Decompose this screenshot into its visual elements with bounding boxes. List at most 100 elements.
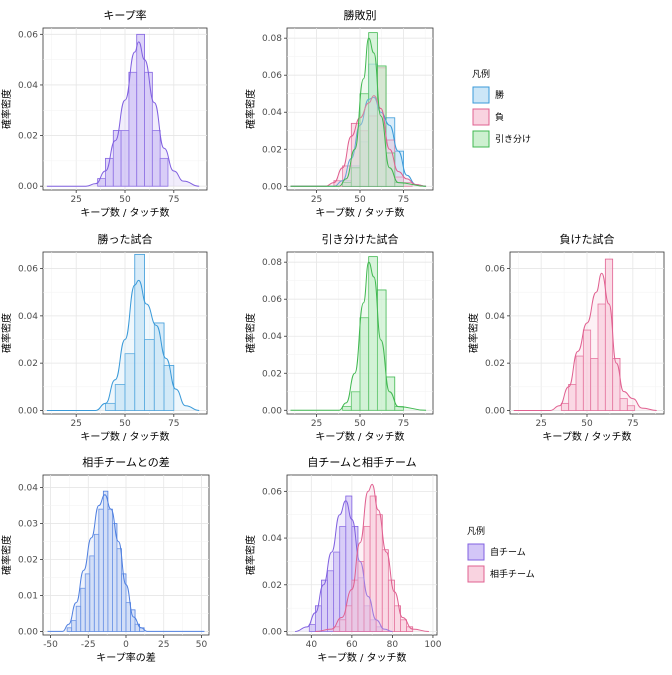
y-axis-label: 確率密度 [0,89,13,129]
x-tick-label: 25 [158,640,169,650]
histogram-bar [134,253,145,411]
series-0 [66,490,145,632]
y-tick-label: 0.06 [18,265,38,275]
legend-title: 凡例 [467,525,485,537]
panel-self-vs-opp: 40 60 80 100 0.00 0.02 0.04 0.06 自チームと相手チームキープ数 … [244,455,442,664]
x-tick-label: 40 [306,640,318,650]
series-相手チーム [333,495,414,632]
y-tick-label: 0.08 [262,258,282,268]
histogram-bar [619,398,628,411]
density-curve [47,494,205,632]
density-curve [315,483,429,632]
legend-label: 勝 [495,89,504,101]
histogram-bar [400,619,407,632]
panel-title: 負けた試合 [560,232,615,246]
x-tick-label: 75 [398,195,409,205]
legend-key [467,543,485,561]
x-axis-label: キープ数 / タッチ数 [80,430,169,443]
density-curve [290,96,427,187]
y-tick-label: 0.02 [18,132,38,142]
histogram-bar [385,152,396,187]
y-tick-label: 0.04 [262,534,282,544]
y-tick-label: 0.04 [18,484,38,494]
panel-title: 相手チームとの差 [82,455,170,469]
histogram-bar [130,609,136,632]
x-tick-label: 50 [354,195,366,205]
x-tick-label: 25 [311,195,322,205]
y-tick-label: 0.04 [262,108,282,118]
histogram-bar [612,358,621,411]
x-tick-label: 25 [311,419,322,429]
x-axis-label: キープ数 / タッチ数 [80,206,169,219]
density-curve [295,500,393,632]
density-curve [290,37,427,187]
y-tick-label: 0.02 [262,581,282,591]
density-area [47,494,205,632]
density-curve [513,272,657,411]
x-tick-label: 60 [346,640,358,650]
y-tick-label: 0.02 [18,555,38,565]
series-0 [342,256,404,411]
histogram-bar [626,405,636,411]
x-tick-label: 75 [398,419,409,429]
y-tick-label: 0.03 [18,520,38,530]
x-axis-label: キープ数 / タッチ数 [542,430,631,443]
x-tick-label: 75 [168,419,179,429]
series-引き分け [342,32,404,187]
histogram-bar [376,65,387,187]
x-tick-label: 80 [387,640,399,650]
x-tick-label: 50 [354,419,366,429]
y-tick-label: 0.08 [262,34,282,44]
x-tick-label: 0 [123,640,129,650]
panel-title: 引き分けた試合 [322,232,399,246]
panel-title: 勝敗別 [344,8,377,22]
y-tick-label: 0.06 [18,30,38,40]
y-tick-label: 0.06 [485,265,505,275]
y-tick-label: 0.06 [262,487,282,497]
histogram-bar [394,605,401,632]
y-tick-label: 0.00 [485,406,505,416]
density-area [290,97,427,187]
y-tick-label: 0.04 [18,312,38,322]
x-tick-label: 50 [119,419,131,429]
density-area [46,280,200,411]
y-tick-label: 0.02 [485,359,505,369]
legend-key [472,130,490,148]
y-tick-label: 0.00 [18,182,38,192]
y-tick-label: 0.04 [485,312,505,322]
x-axis-label: キープ率の差 [96,651,155,664]
y-axis-label: 確率密度 [244,89,257,129]
x-axis-label: キープ数 / タッチ数 [317,651,406,664]
x-tick-label: 75 [168,195,179,205]
y-axis-label: 確率密度 [0,313,13,353]
y-tick-label: 0.01 [18,591,38,601]
legend-title: 凡例 [472,68,490,80]
x-tick-label: 25 [70,419,81,429]
y-tick-label: 0.04 [18,81,38,91]
x-tick-label: 25 [70,195,81,205]
y-tick-label: 0.06 [262,295,282,305]
y-tick-label: 0.00 [262,406,282,416]
y-tick-label: 0.00 [18,627,38,637]
density-curve [290,95,427,187]
legend-key [472,108,490,126]
y-tick-label: 0.00 [262,627,282,637]
legend-label: 相手チーム [490,568,535,580]
density-curve [46,279,200,411]
x-tick-label: 75 [627,419,638,429]
x-tick-label: 50 [119,195,131,205]
legend-label: 自チーム [490,546,526,558]
histogram-bar [159,157,169,187]
x-tick-label: 50 [196,640,208,650]
x-tick-label: -50 [43,640,58,650]
histogram-bar [376,289,387,411]
panel-title: 自チームと相手チーム [307,455,416,469]
